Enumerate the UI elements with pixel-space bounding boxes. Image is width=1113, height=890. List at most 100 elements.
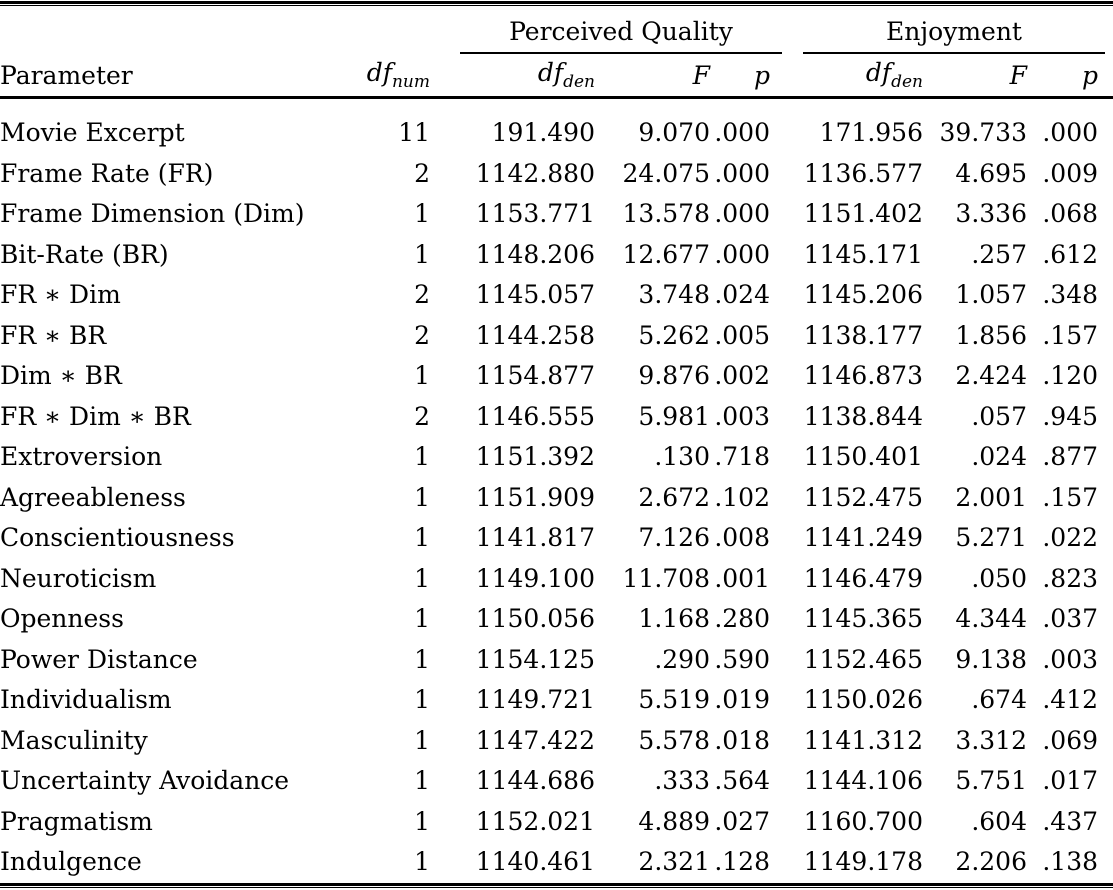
cell-enj-df-den: 1145.365 — [803, 604, 923, 633]
spanner-empty-cell — [0, 6, 430, 54]
cell-pq-f: 2.321 — [638, 847, 710, 876]
cell-gap — [770, 437, 803, 478]
cell-pq-p: .001 — [714, 563, 770, 593]
cell-enj-df-den: 1151.402 — [803, 199, 923, 228]
df-den-subscript: den — [563, 72, 595, 92]
df-base: df — [865, 58, 892, 87]
table-row: Indulgence 1 1140.461 2.321.128 1149.178 2.20… — [0, 842, 1113, 883]
cell-pq-p: .128 — [714, 847, 770, 876]
cell-pq-f: 1.168 — [638, 604, 710, 633]
table-row: Individualism 1 1149.721 5.519.019 1150.026.… — [0, 680, 1113, 721]
cell-parameter: Pragmatism — [0, 806, 153, 836]
cell-enj-p: .068 — [1042, 199, 1099, 228]
header-enj-f: F — [923, 54, 1027, 99]
cell-enj-f: 1.856 — [955, 320, 1027, 350]
table-row: Dim ∗ BR 1 1154.877 9.876.002 1146.873 2.424.… — [0, 356, 1113, 397]
cell-df-num: 1 — [414, 685, 430, 714]
table-row: Extroversion 1 1151.392 .130.718 1150.401 .02… — [0, 437, 1113, 478]
anova-results-table: Perceived Quality Enjoyment Parameter df… — [0, 6, 1113, 883]
cell-pq-p: .003 — [714, 401, 770, 431]
cell-margin — [1098, 599, 1113, 640]
cell-pq-df-den: 1148.206 — [475, 239, 595, 269]
cell-parameter: Frame Rate (FR) — [0, 158, 214, 188]
spanner-label-enjoyment: Enjoyment — [803, 17, 1106, 54]
cell-pq-df-den: 191.490 — [491, 118, 595, 147]
header-parameter: Parameter — [0, 54, 330, 99]
header-pq-p: p — [710, 54, 770, 99]
cell-enj-p: .945 — [1042, 401, 1099, 431]
cell-enj-p: .612 — [1042, 239, 1099, 269]
cell-enj-p: .348 — [1042, 280, 1099, 309]
cell-enj-df-den: 1136.577 — [803, 158, 923, 188]
cell-pq-f: 5.519 — [638, 685, 710, 714]
cell-pq-p: .008 — [714, 523, 770, 552]
cell-pq-p: .027 — [714, 806, 770, 836]
cell-parameter: Openness — [0, 604, 124, 633]
table-row: Conscientiousness 1 1141.817 7.126.008 1141.… — [0, 518, 1113, 559]
table-row: FR ∗ Dim 2 1145.057 3.748.024 1145.206 1.057.… — [0, 275, 1113, 316]
cell-margin — [1098, 518, 1113, 559]
cell-parameter: Frame Dimension (Dim) — [0, 199, 305, 228]
cell-pq-df-den: 1147.422 — [475, 725, 595, 755]
top-rule-gap — [0, 4, 1113, 5]
cell-margin — [1098, 275, 1113, 316]
cell-enj-df-den: 1152.475 — [803, 482, 923, 512]
cell-pq-p: .000 — [714, 239, 770, 269]
cell-df-num: 1 — [414, 239, 430, 269]
cell-margin — [1098, 842, 1113, 883]
table-top-rule — [0, 0, 1113, 6]
cell-gap — [770, 680, 803, 721]
bottom-rule-thick — [0, 882, 1113, 886]
cell-pq-df-den: 1145.057 — [475, 280, 595, 309]
cell-parameter: Conscientiousness — [0, 523, 235, 552]
cell-pq-df-den: 1149.721 — [475, 685, 595, 714]
cell-pq-f: 5.262 — [638, 320, 710, 350]
header-enj-df-den: dfden — [803, 54, 923, 99]
table-row: FR ∗ Dim ∗ BR 2 1146.555 5.981.003 1138.844.… — [0, 397, 1113, 438]
table-row: Masculinity 1 1147.422 5.578.018 1141.312 3.3… — [0, 721, 1113, 762]
cell-margin — [1098, 478, 1113, 519]
table-row: Power Distance 1 1154.125 .290.590 1152.465 9… — [0, 640, 1113, 681]
cell-margin — [1098, 761, 1113, 802]
cell-pq-f: 7.126 — [638, 523, 710, 552]
cell-enj-df-den: 1150.026 — [803, 685, 923, 714]
cell-enj-df-den: 1138.844 — [803, 401, 923, 431]
cell-pq-f: .333 — [654, 766, 710, 795]
cell-enj-df-den: 1138.177 — [803, 320, 923, 350]
cell-pq-f: 9.876 — [638, 361, 710, 390]
cell-margin — [1098, 194, 1113, 235]
cell-enj-p: .877 — [1042, 442, 1099, 471]
header-pq-f: F — [595, 54, 710, 99]
cell-gap — [770, 275, 803, 316]
cell-margin — [1098, 235, 1113, 276]
cell-gap — [770, 721, 803, 762]
cell-parameter: Movie Excerpt — [0, 118, 185, 147]
cell-pq-f: 24.075 — [622, 158, 710, 188]
cell-enj-f: 3.336 — [955, 199, 1027, 228]
cell-enj-df-den: 1141.249 — [803, 523, 923, 552]
cell-enj-df-den: 1149.178 — [803, 847, 923, 876]
spanner-cell-enjoyment: Enjoyment — [803, 6, 1106, 54]
cell-pq-p: .102 — [714, 482, 770, 512]
bottom-rule-thin — [0, 886, 1113, 888]
spanner-row: Perceived Quality Enjoyment — [0, 6, 1113, 54]
cell-pq-df-den: 1146.555 — [475, 401, 595, 431]
df-num-subscript: num — [391, 72, 430, 92]
cell-parameter: Extroversion — [0, 442, 163, 471]
cell-enj-f: 5.271 — [955, 523, 1027, 552]
cell-enj-df-den: 1146.479 — [803, 563, 923, 593]
cell-pq-p: .564 — [714, 766, 770, 795]
table-row: Neuroticism 1 1149.100 11.708.001 1146.479 .0… — [0, 559, 1113, 600]
cell-parameter: Power Distance — [0, 644, 198, 674]
table-row: Agreeableness 1 1151.909 2.672.102 1152.475 2… — [0, 478, 1113, 519]
cell-gap — [770, 98, 803, 154]
cell-enj-f: 2.424 — [955, 361, 1027, 390]
cell-df-num: 2 — [414, 401, 430, 431]
cell-pq-f: 2.672 — [638, 482, 710, 512]
table-body: Movie Excerpt 11 191.490 9.070.000 171.956 39… — [0, 98, 1113, 883]
cell-pq-f: 9.070 — [638, 118, 710, 147]
cell-pq-f: 11.708 — [622, 563, 710, 593]
cell-gap — [770, 559, 803, 600]
cell-df-num: 1 — [414, 725, 430, 755]
cell-df-num: 2 — [414, 280, 430, 309]
